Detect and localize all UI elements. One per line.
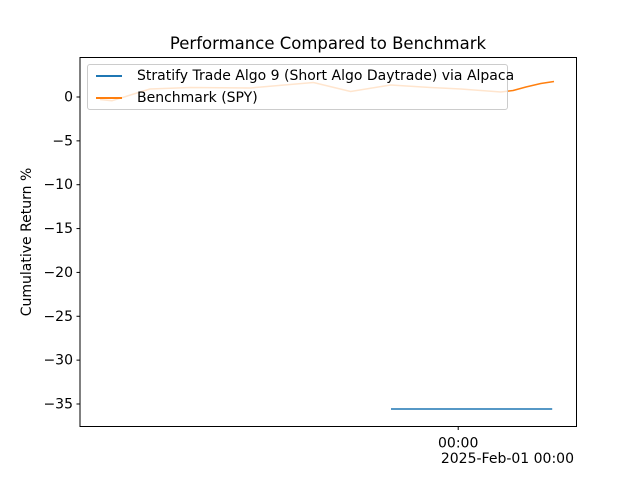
y-tick-label: −20 <box>43 265 73 281</box>
ticks-layer: 0 −5 −10 −15 −20 −25 −30 −35 00:00 <box>43 89 478 451</box>
chart-title: Performance Compared to Benchmark <box>169 34 487 53</box>
legend-key-line-algo-icon <box>96 75 122 78</box>
y-tick-label: −10 <box>43 177 73 193</box>
x-tick-label: 00:00 <box>438 436 478 452</box>
x-axis-offset-label: 2025-Feb-01 00:00 <box>440 451 574 467</box>
legend-entry-algo: Stratify Trade Algo 9 (Short Algo Daytra… <box>88 66 514 88</box>
y-tick-label: −35 <box>43 396 73 412</box>
legend-label-benchmark: Benchmark (SPY) <box>137 89 258 106</box>
y-tick-label: 0 <box>64 89 73 105</box>
axes-frame <box>79 57 577 427</box>
legend-key-line-benchmark-icon <box>96 96 122 99</box>
y-tick-label: −25 <box>43 309 73 325</box>
y-tick-label: −5 <box>52 133 73 149</box>
y-axis-label: Cumulative Return % <box>19 167 35 317</box>
legend: Stratify Trade Algo 9 (Short Algo Daytra… <box>87 64 514 110</box>
series-layer <box>99 80 555 410</box>
legend-label-algo: Stratify Trade Algo 9 (Short Algo Daytra… <box>137 68 515 85</box>
legend-entry-benchmark: Benchmark (SPY) <box>88 87 507 109</box>
y-tick-label: −30 <box>43 353 73 369</box>
y-tick-label: −15 <box>43 221 73 237</box>
